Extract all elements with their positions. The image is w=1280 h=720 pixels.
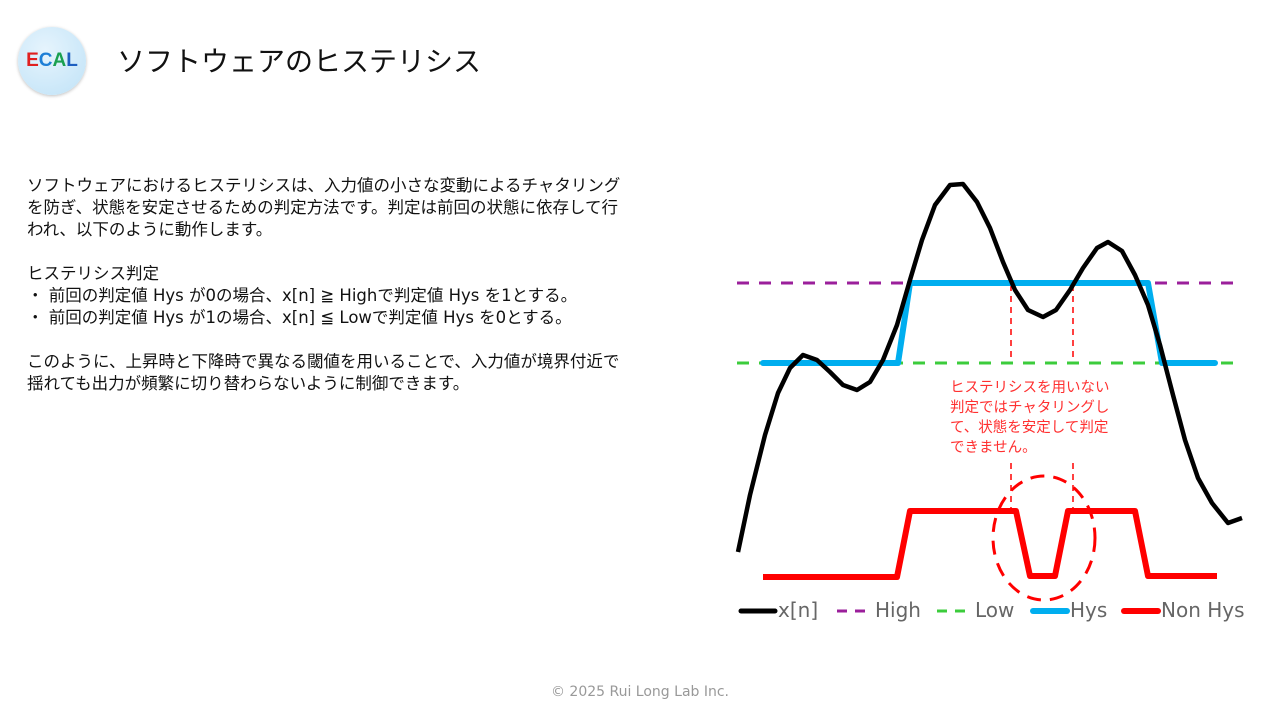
conclusion-line: 揺れても出力が頻繁に切り替わらないように制御できます。 <box>27 374 470 393</box>
annotation-line: ヒステリシスを用いない <box>950 379 1110 396</box>
bullet-item: ・ 前回の判定値 Hys が1の場合、x[n] ≦ Lowで判定値 Hys を0… <box>27 308 572 327</box>
legend-label: x[n] <box>778 598 818 622</box>
logo-letter: A <box>52 50 67 71</box>
legend-label: High <box>875 598 921 622</box>
annotation: ヒステリシスを用いない 判定ではチャタリングし て、状態を安定して判定 できませ… <box>950 379 1110 456</box>
page-title: ソフトウェアのヒステリシス <box>117 45 482 78</box>
intro-line: を防ぎ、状態を安定させるための判定方法です。判定は前回の状態に依存して行 <box>27 198 619 217</box>
bullet-item: ・ 前回の判定値 Hys が0の場合、x[n] ≧ Highで判定値 Hys を… <box>27 286 578 305</box>
chattering-highlight-circle <box>991 474 1097 602</box>
section-title: ヒステリシス判定 <box>27 264 159 283</box>
hys-output-line <box>760 280 1218 366</box>
legend-label: Non Hys <box>1161 598 1245 622</box>
logo-letter: E <box>26 50 39 71</box>
logo-letter: L <box>66 50 78 71</box>
legend-label: Hys <box>1070 598 1107 622</box>
input-signal-line <box>735 181 1243 553</box>
legend: x[n] High Low Hys Non Hys <box>738 598 1245 622</box>
annotation-line: できません。 <box>950 439 1037 456</box>
non-hys-output-line <box>763 508 1217 580</box>
intro-line: われ、以下のように動作します。 <box>27 220 273 239</box>
logo-letter: C <box>38 50 53 71</box>
crossing-guides <box>1010 285 1074 512</box>
conclusion-line: このように、上昇時と下降時で異なる閾値を用いることで、入力値が境界付近で <box>27 352 620 371</box>
legend-label: Low <box>975 598 1014 622</box>
intro-line: ソフトウェアにおけるヒステリシスは、入力値の小さな変動によるチャタリング <box>27 176 621 195</box>
body-text: ソフトウェアにおけるヒステリシスは、入力値の小さな変動によるチャタリング を防ぎ… <box>27 175 707 395</box>
annotation-line: て、状態を安定して判定 <box>950 419 1108 436</box>
copyright-footer: © 2025 Rui Long Lab Inc. <box>550 684 730 700</box>
annotation-line: 判定ではチャタリングし <box>950 399 1109 416</box>
